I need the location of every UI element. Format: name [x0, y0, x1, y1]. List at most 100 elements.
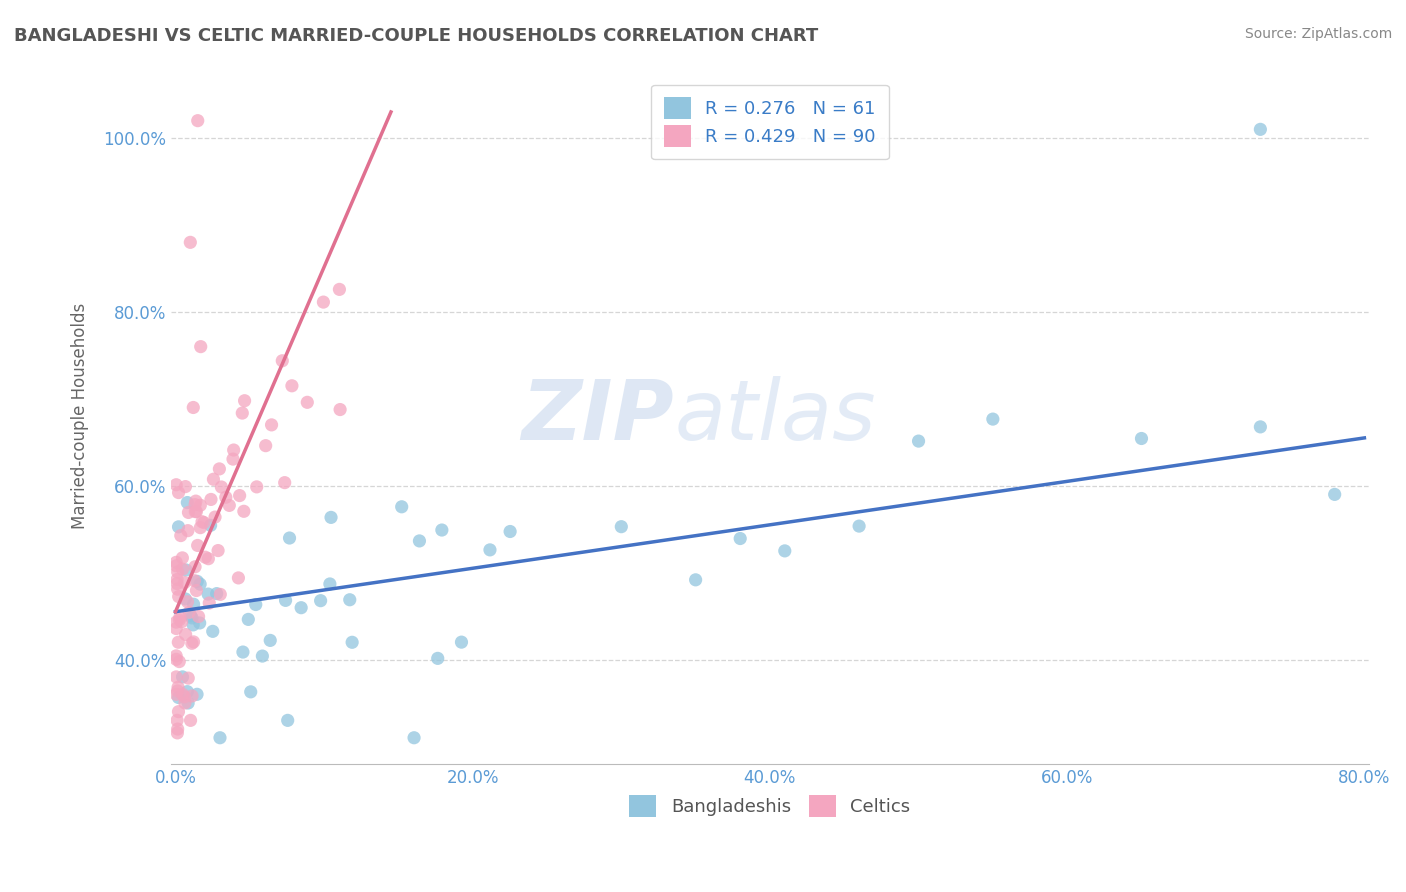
Point [186, 505, 208, 519]
Point [218, 499, 240, 513]
Point [166, 576, 188, 591]
Text: Source: ZipAtlas.com: Source: ZipAtlas.com [1244, 27, 1392, 41]
Point [312, 295, 335, 310]
Point [228, 489, 250, 503]
Point [222, 452, 245, 467]
Point [180, 714, 202, 728]
Point [208, 731, 231, 745]
Point [167, 590, 190, 604]
Point [209, 480, 232, 494]
Point [169, 613, 191, 627]
Point [174, 696, 197, 710]
Point [177, 524, 200, 538]
Point [177, 696, 200, 710]
Point [176, 595, 198, 609]
Point [177, 505, 200, 519]
Point [174, 563, 197, 577]
Point [340, 635, 363, 649]
Point [499, 524, 522, 539]
Point [339, 592, 361, 607]
Point [200, 492, 222, 507]
Point [174, 480, 197, 494]
Point [198, 596, 221, 610]
Point [186, 574, 208, 589]
Point [176, 495, 198, 509]
Point [197, 587, 219, 601]
Point [728, 532, 751, 546]
Point [166, 573, 188, 587]
Point [238, 612, 260, 626]
Point [254, 439, 277, 453]
Point [187, 113, 209, 128]
Point [231, 406, 253, 420]
Point [167, 705, 190, 719]
Point [259, 633, 281, 648]
Point [232, 645, 254, 659]
Point [170, 615, 193, 629]
Point [165, 615, 187, 629]
Point [165, 622, 187, 636]
Point [981, 412, 1004, 426]
Point [290, 600, 312, 615]
Point [167, 635, 190, 649]
Point [205, 586, 228, 600]
Point [228, 571, 250, 585]
Text: BANGLADESHI VS CELTIC MARRIED-COUPLE HOUSEHOLDS CORRELATION CHART: BANGLADESHI VS CELTIC MARRIED-COUPLE HOU… [14, 27, 818, 45]
Point [179, 235, 201, 250]
Point [271, 353, 294, 368]
Point [274, 593, 297, 607]
Point [181, 689, 204, 703]
Point [170, 528, 193, 542]
Point [207, 543, 229, 558]
Point [184, 505, 207, 519]
Point [188, 577, 211, 591]
Point [215, 490, 238, 504]
Point [180, 608, 202, 623]
Point [430, 523, 453, 537]
Point [848, 519, 870, 533]
Point [184, 498, 207, 512]
Point [165, 670, 187, 684]
Point [232, 504, 254, 518]
Point [329, 402, 352, 417]
Point [239, 685, 262, 699]
Point [173, 690, 195, 704]
Point [181, 401, 204, 415]
Point [179, 605, 201, 619]
Point [181, 618, 204, 632]
Point [188, 498, 211, 512]
Point [165, 648, 187, 663]
Point [252, 649, 274, 664]
Point [319, 577, 342, 591]
Point [201, 624, 224, 639]
Point [204, 510, 226, 524]
Point [188, 521, 211, 535]
Point [172, 670, 194, 684]
Point [190, 340, 212, 354]
Point [297, 395, 319, 409]
Point [208, 462, 231, 476]
Point [180, 636, 202, 650]
Point [194, 550, 217, 565]
Point [610, 519, 633, 533]
Point [1249, 122, 1271, 136]
Point [402, 731, 425, 745]
Point [200, 518, 222, 533]
Legend: Bangladeshis, Celtics: Bangladeshis, Celtics [621, 788, 918, 824]
Point [169, 610, 191, 624]
Point [167, 655, 190, 669]
Point [1249, 420, 1271, 434]
Point [1130, 432, 1153, 446]
Point [167, 520, 190, 534]
Point [277, 714, 299, 728]
Point [186, 687, 208, 701]
Point [197, 551, 219, 566]
Point [260, 417, 283, 432]
Point [166, 582, 188, 597]
Point [209, 587, 232, 601]
Point [907, 434, 929, 448]
Point [181, 611, 204, 625]
Point [165, 555, 187, 569]
Point [450, 635, 472, 649]
Point [328, 282, 350, 296]
